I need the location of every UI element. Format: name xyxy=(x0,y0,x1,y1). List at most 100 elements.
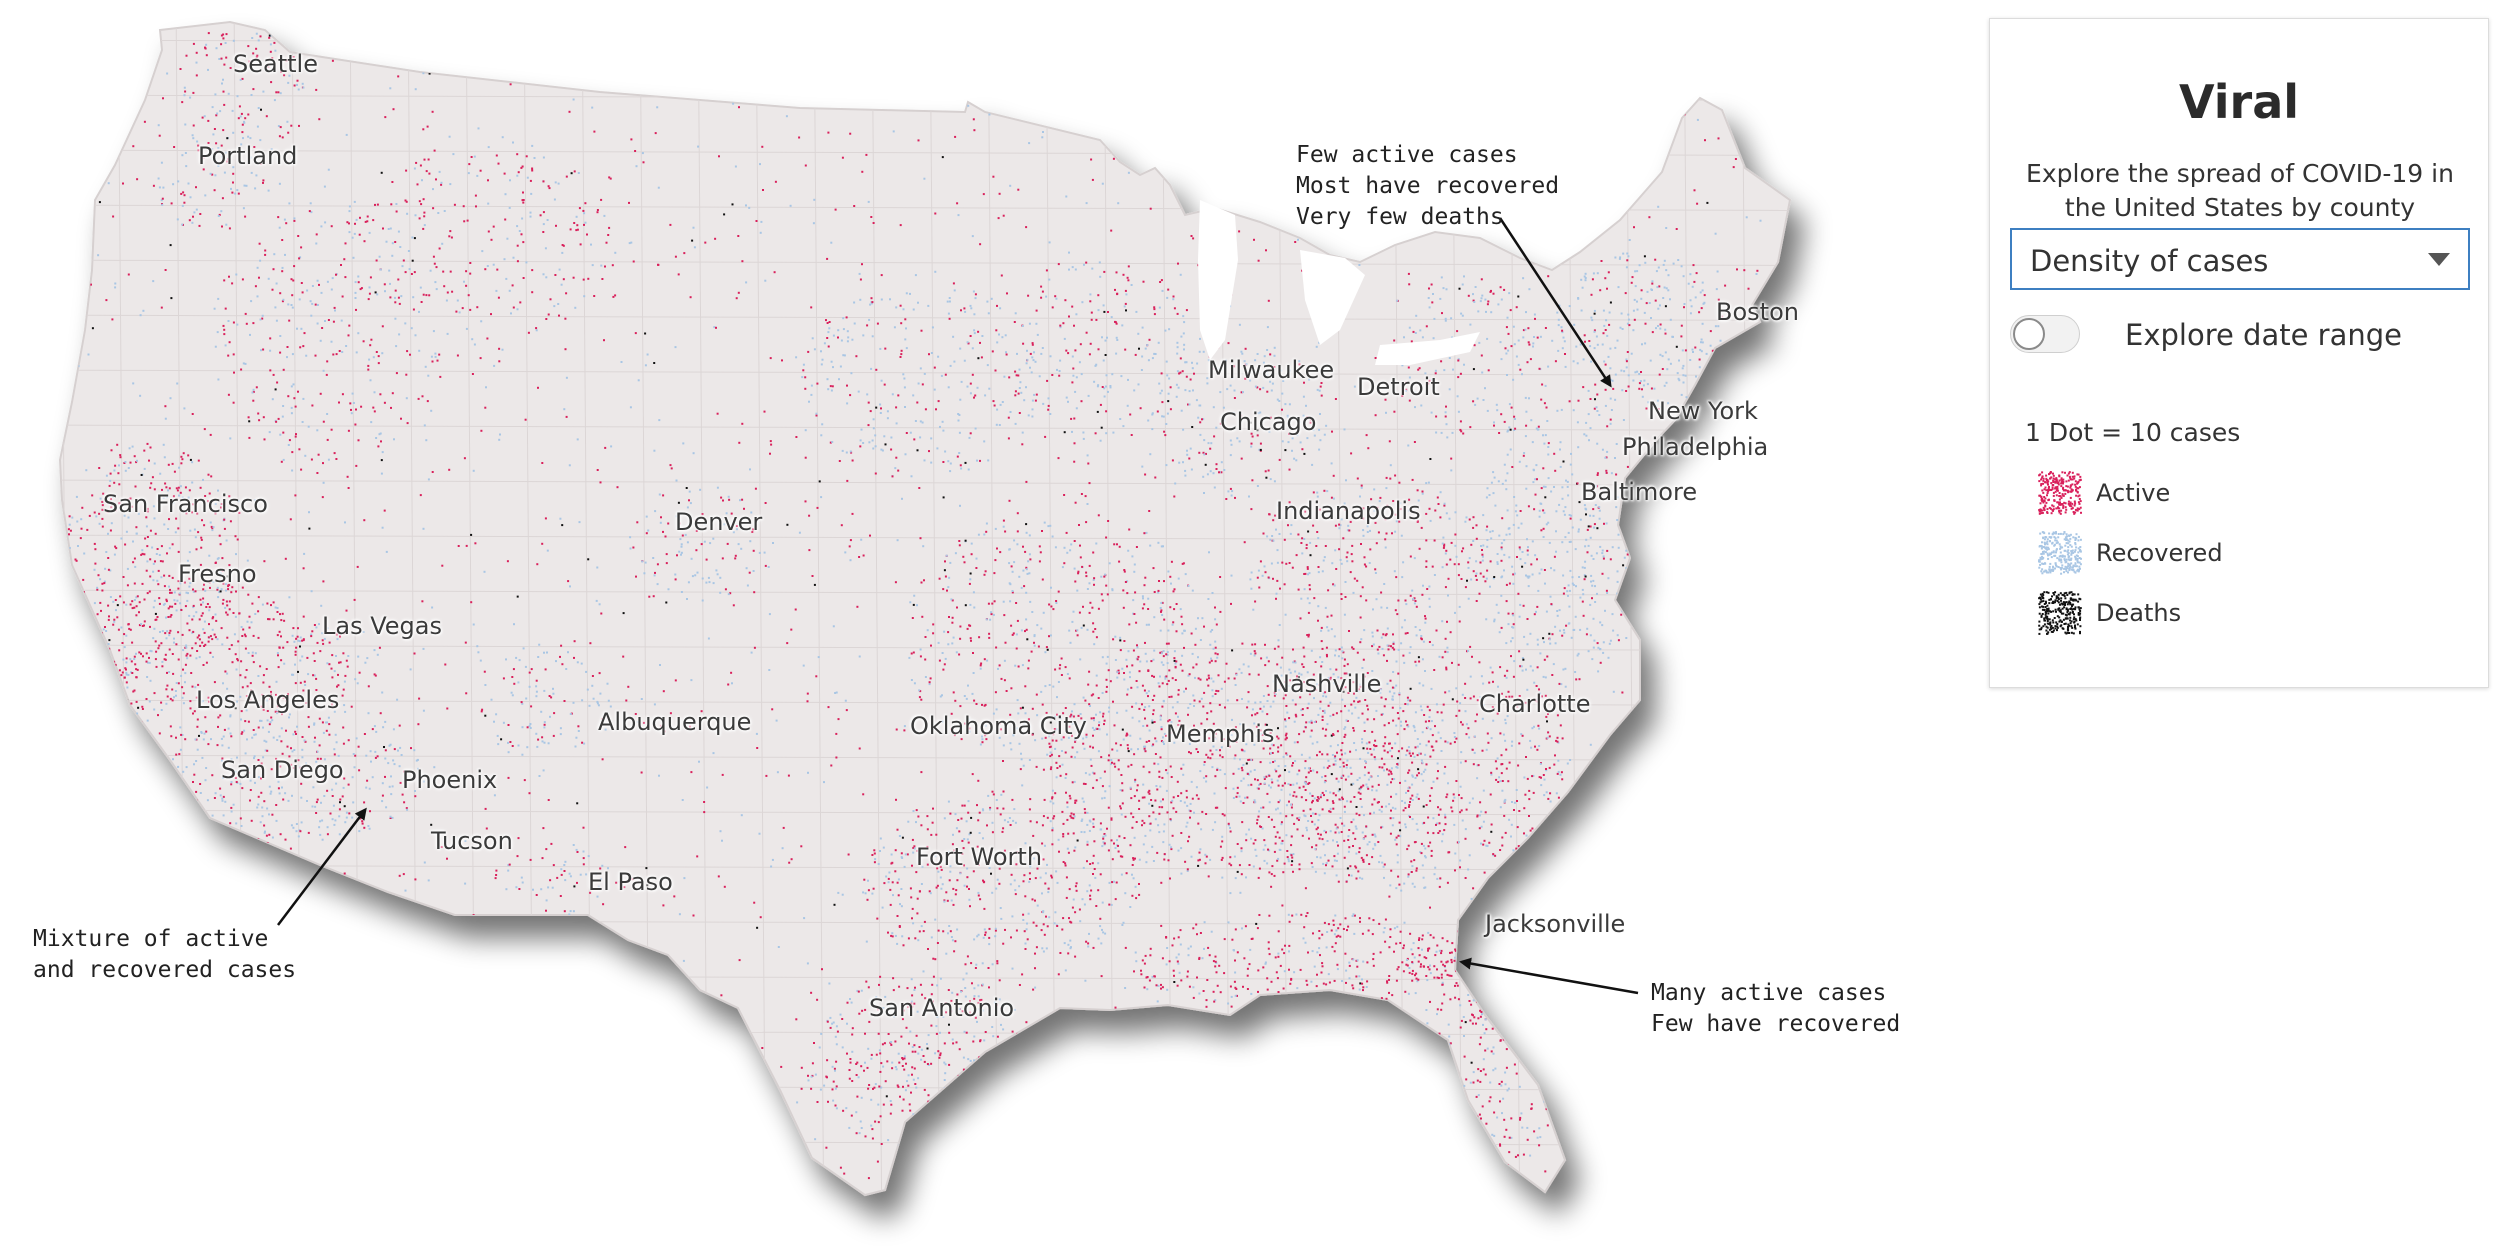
case-dot xyxy=(1422,876,1425,879)
case-dot xyxy=(1311,801,1313,804)
case-dot xyxy=(1090,717,1093,720)
case-dot xyxy=(209,586,211,589)
case-dot xyxy=(1309,792,1312,795)
case-dot xyxy=(296,725,298,728)
case-dot xyxy=(1173,659,1176,662)
case-dot xyxy=(871,854,874,856)
case-dot xyxy=(1279,774,1282,777)
case-dot xyxy=(1223,680,1226,683)
case-dot xyxy=(298,124,300,127)
case-dot xyxy=(1510,823,1513,826)
case-dot xyxy=(1024,712,1027,715)
case-dot xyxy=(722,499,724,502)
case-dot xyxy=(537,656,540,658)
case-dot xyxy=(951,1038,954,1041)
case-dot xyxy=(1315,720,1317,723)
case-dot xyxy=(939,1054,942,1057)
case-dot xyxy=(1010,687,1013,690)
case-dot xyxy=(1397,966,1400,969)
case-dot xyxy=(1372,952,1375,955)
case-dot xyxy=(1116,749,1119,752)
case-dot xyxy=(277,91,280,94)
dot-density-map[interactable] xyxy=(0,0,1990,1250)
case-dot xyxy=(247,593,250,596)
case-dot xyxy=(188,585,191,588)
case-dot xyxy=(1056,696,1058,699)
case-dot xyxy=(1118,545,1121,548)
case-dot xyxy=(1326,931,1329,933)
case-dot xyxy=(1203,947,1205,950)
case-dot xyxy=(307,716,310,719)
case-dot xyxy=(1133,795,1136,798)
case-dot xyxy=(1199,848,1202,851)
case-dot xyxy=(999,1087,1002,1090)
case-dot xyxy=(260,791,263,794)
case-dot xyxy=(1090,694,1093,697)
case-dot xyxy=(153,599,156,602)
case-dot xyxy=(271,719,274,722)
case-dot xyxy=(1208,661,1211,664)
case-dot xyxy=(1168,960,1171,963)
case-dot xyxy=(183,201,186,204)
case-dot xyxy=(996,1115,999,1118)
case-dot xyxy=(252,729,255,731)
map-area[interactable]: Seattle Portland San Francisco Fresno La… xyxy=(0,0,1990,1250)
case-dot xyxy=(1435,740,1438,743)
case-dot xyxy=(221,759,223,762)
case-dot xyxy=(1326,723,1329,726)
case-dot xyxy=(252,52,255,55)
case-dot xyxy=(928,890,931,893)
case-dot xyxy=(1062,917,1065,920)
case-dot xyxy=(1536,748,1539,751)
case-dot xyxy=(947,932,949,935)
case-dot xyxy=(831,1022,834,1025)
case-dot xyxy=(1198,851,1201,854)
case-dot xyxy=(1420,759,1423,762)
case-dot xyxy=(1449,998,1452,1001)
case-dot xyxy=(915,1086,918,1089)
case-dot xyxy=(1050,874,1053,877)
case-dot xyxy=(1483,871,1486,874)
case-dot xyxy=(1145,861,1148,864)
case-dot xyxy=(1011,798,1014,801)
case-dot xyxy=(1205,855,1208,858)
case-dot xyxy=(1152,713,1155,716)
case-dot xyxy=(973,995,976,998)
case-dot xyxy=(1389,679,1392,682)
case-dot xyxy=(331,818,334,821)
case-dot xyxy=(160,545,163,548)
case-dot xyxy=(277,125,280,127)
case-dot xyxy=(1137,655,1140,658)
case-dot xyxy=(105,630,108,632)
case-dot xyxy=(298,640,301,643)
case-dot xyxy=(985,530,988,533)
case-dot xyxy=(218,213,221,216)
case-dot xyxy=(1326,799,1329,802)
case-dot xyxy=(1234,877,1237,880)
case-dot xyxy=(1170,721,1173,724)
case-dot xyxy=(163,456,166,459)
case-dot xyxy=(1092,693,1095,696)
case-dot xyxy=(1121,789,1124,792)
case-dot xyxy=(1366,786,1369,789)
case-dot xyxy=(1103,833,1106,835)
case-dot xyxy=(1183,801,1186,804)
case-dot xyxy=(1384,736,1387,739)
case-dot xyxy=(1041,530,1043,532)
case-dot xyxy=(1092,630,1095,633)
case-dot xyxy=(266,719,269,722)
case-dot xyxy=(1504,718,1507,721)
case-dot xyxy=(1408,750,1411,753)
case-dot xyxy=(1074,801,1077,804)
case-dot xyxy=(1192,694,1195,697)
case-dot xyxy=(1483,839,1486,842)
case-dot xyxy=(149,649,152,652)
case-dot xyxy=(950,728,953,731)
case-dot xyxy=(143,624,145,627)
case-dot xyxy=(207,119,210,122)
case-dot xyxy=(1545,791,1548,794)
case-dot xyxy=(1186,970,1189,973)
case-dot xyxy=(105,551,108,553)
case-dot xyxy=(1108,881,1111,884)
case-dot xyxy=(1409,754,1412,757)
